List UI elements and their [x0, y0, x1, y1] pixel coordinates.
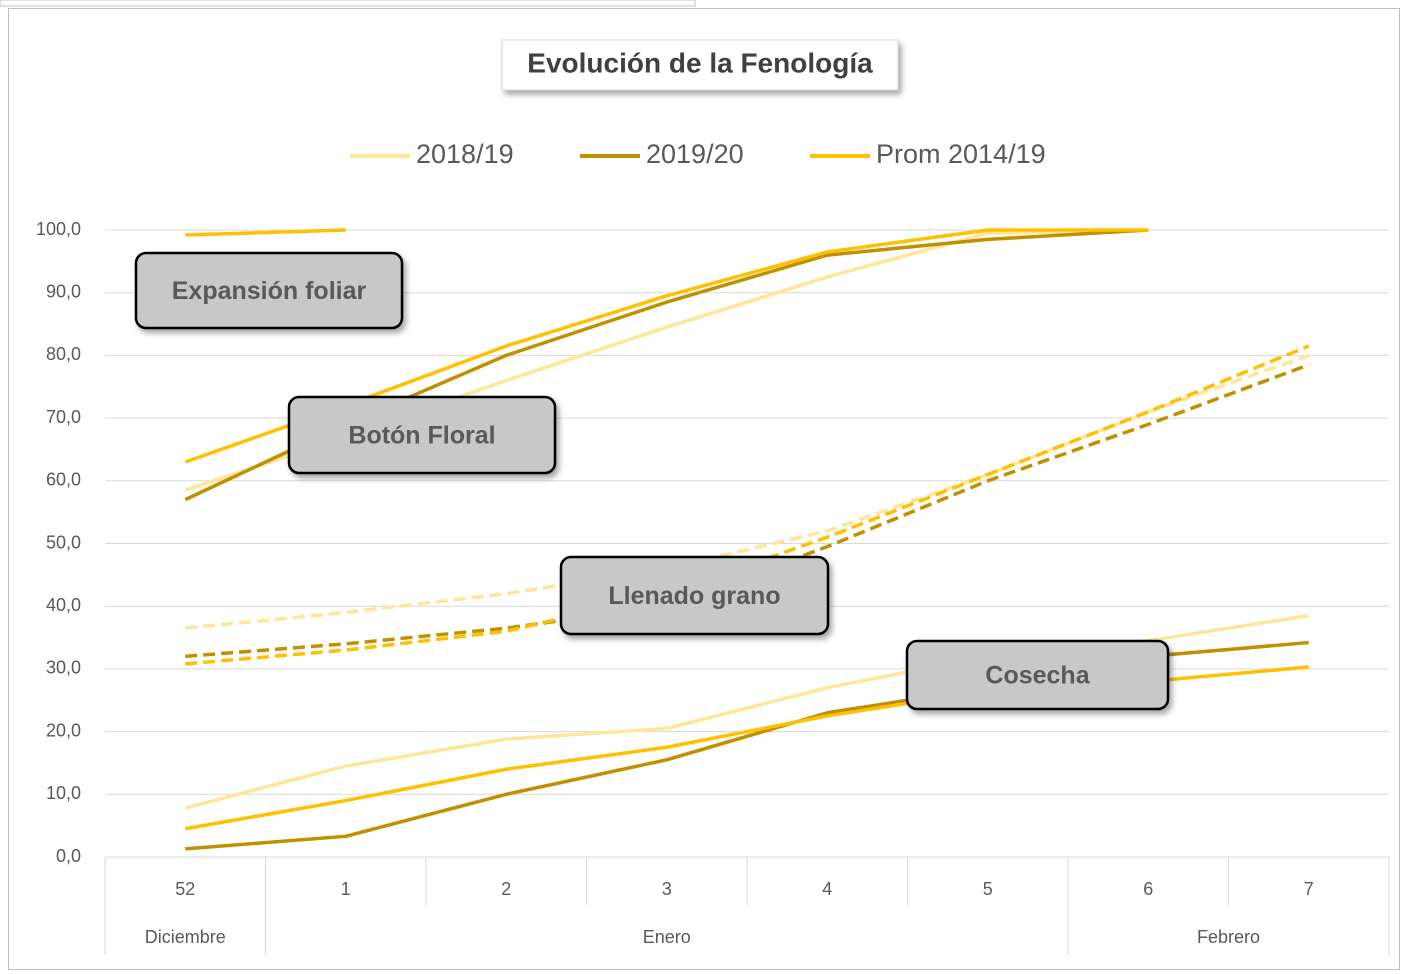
- y-tick-label: 60,0: [46, 470, 81, 490]
- chart-title: Evolución de la Fenología: [527, 47, 873, 78]
- x-tick-label: 3: [662, 879, 672, 899]
- x-tick-label: 1: [341, 879, 351, 899]
- y-tick-label: 40,0: [46, 595, 81, 615]
- annotation-label: Botón Floral: [348, 422, 495, 450]
- annotation-box: [905, 639, 1170, 711]
- x-tick-label: 2: [501, 879, 511, 899]
- legend-label: 2018/19: [416, 139, 514, 169]
- annotation-label: Cosecha: [985, 662, 1090, 690]
- y-tick-label: 70,0: [46, 407, 81, 427]
- y-tick-label: 80,0: [46, 344, 81, 364]
- x-tick-label: 4: [822, 879, 832, 899]
- legend-label: 2019/20: [646, 139, 744, 169]
- series-line: [185, 344, 1310, 666]
- x-tick-label: 52: [175, 879, 195, 899]
- month-label: Diciembre: [145, 927, 226, 947]
- y-tick-label: 100,0: [36, 219, 81, 239]
- top-frame: [0, 0, 696, 7]
- y-tick-label: 90,0: [46, 281, 81, 301]
- chart-frame: [8, 8, 1400, 970]
- series-line: [185, 228, 346, 237]
- annotation-box: [134, 251, 404, 330]
- month-label: Enero: [643, 927, 691, 947]
- title-box: [501, 39, 899, 91]
- legend-label: Prom 2014/19: [876, 139, 1046, 169]
- annotation-label: Llenado grano: [608, 582, 780, 610]
- y-tick-label: 20,0: [46, 720, 81, 740]
- annotation-box: [287, 395, 557, 475]
- x-tick-label: 6: [1143, 879, 1153, 899]
- x-tick-label: 5: [983, 879, 993, 899]
- annotation-label: Expansión foliar: [172, 277, 367, 305]
- x-tick-label: 7: [1304, 879, 1314, 899]
- y-tick-label: 30,0: [46, 658, 81, 678]
- y-tick-label: 50,0: [46, 532, 81, 552]
- annotation-box: [559, 555, 830, 636]
- y-tick-label: 0,0: [56, 846, 81, 866]
- month-label: Febrero: [1197, 927, 1260, 947]
- y-tick-label: 10,0: [46, 783, 81, 803]
